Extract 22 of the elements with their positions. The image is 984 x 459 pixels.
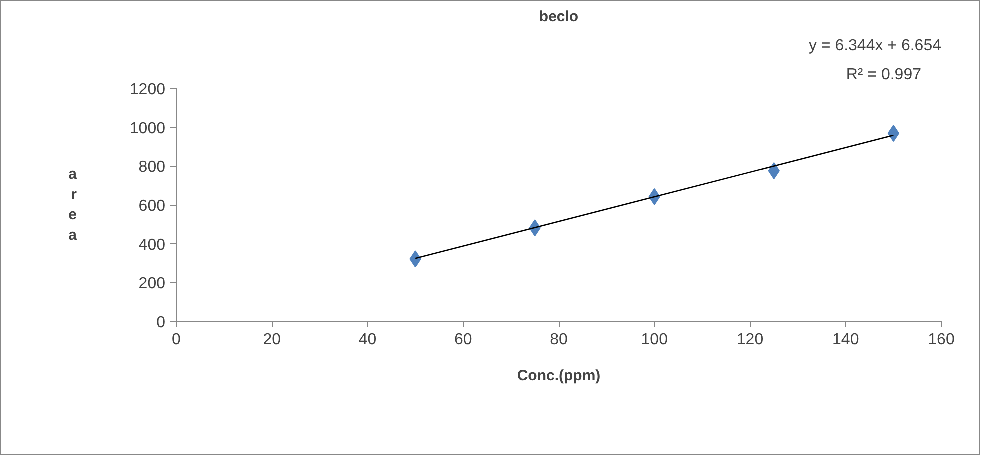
x-tick-label: 40 — [358, 332, 377, 348]
text: R² = 0.997 — [846, 66, 922, 84]
y-tick-label: 200 — [138, 276, 166, 293]
x-tick-label: 0 — [172, 332, 182, 348]
y-tick-label: 0 — [156, 314, 166, 332]
point — [888, 125, 900, 142]
y-tick-label: 600 — [138, 198, 166, 215]
x-tick-label: 100 — [641, 332, 668, 348]
y-axis-title: area — [68, 166, 78, 244]
text: y = 6.344x + 6.654 — [808, 38, 942, 54]
x-tick-label: 140 — [832, 332, 860, 348]
x-tick-label: 120 — [736, 332, 764, 348]
x-tick-label: 60 — [454, 332, 472, 348]
y-tick-label: 800 — [138, 159, 166, 176]
x-axis-title: Conc.(ppm) — [517, 368, 601, 384]
y-tick-label: 1000 — [130, 120, 166, 138]
x-tick-label: 160 — [928, 332, 955, 348]
chart-title: beclo — [539, 8, 579, 26]
x-tick-label: 80 — [550, 332, 568, 348]
x-tick-label: 20 — [263, 332, 282, 348]
y-tick-label: 400 — [138, 236, 166, 254]
y-tick-label: 1200 — [130, 82, 166, 98]
